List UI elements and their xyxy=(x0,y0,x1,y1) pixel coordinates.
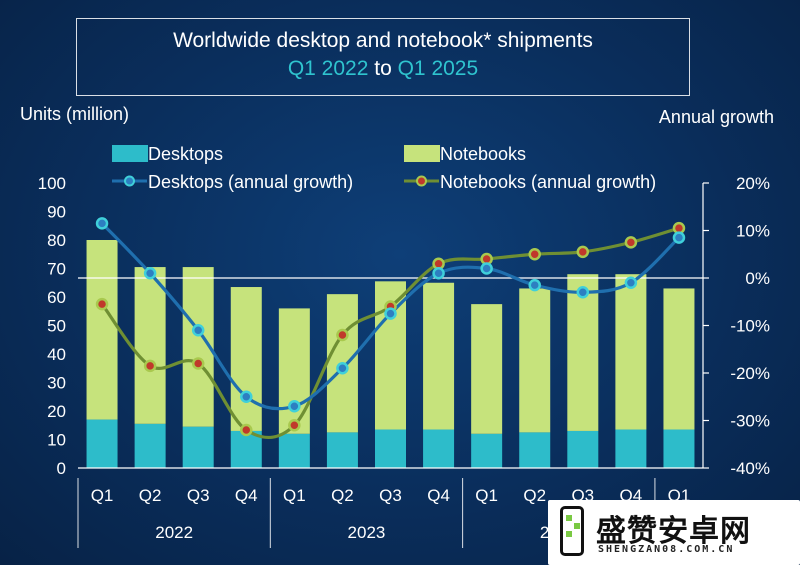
y-tick-left: 40 xyxy=(47,345,66,364)
notebooks-growth-point xyxy=(576,245,590,259)
notebooks-bar xyxy=(134,267,166,424)
y-tick-left: 20 xyxy=(47,402,66,421)
subtitle-end: Q1 2025 xyxy=(397,57,479,80)
desktops-growth-point xyxy=(384,307,397,320)
x-tick-label: Q2 xyxy=(331,486,354,505)
notebooks-bar xyxy=(230,287,262,431)
notebooks-bar xyxy=(615,274,647,430)
y-tick-left: 70 xyxy=(47,260,66,279)
legend-marker-desktops-growth xyxy=(124,175,135,187)
desktops-bar xyxy=(182,426,214,468)
x-tick-label: Q4 xyxy=(427,486,450,505)
desktops-growth-point xyxy=(191,324,205,337)
desktops-bar xyxy=(663,429,695,468)
notebooks-bar xyxy=(471,304,503,434)
y-axis-left-title: Units (million) xyxy=(20,104,130,124)
y-tick-left: 60 xyxy=(47,288,66,307)
watermark-logo: 盛赞安卓网 SHENGZAN08.COM.CN xyxy=(548,500,800,565)
y-axis-right-title: Annual growth xyxy=(658,107,774,127)
desktops-bar xyxy=(134,423,166,468)
notebooks-growth-point xyxy=(288,419,301,432)
y-tick-right: -30% xyxy=(730,412,770,431)
y-tick-left: 80 xyxy=(47,231,66,250)
chart-title-box: Worldwide desktop and notebook* shipment… xyxy=(76,18,690,96)
notebooks-bar xyxy=(86,240,118,420)
desktops-bar xyxy=(375,429,406,468)
desktops-growth-point xyxy=(480,262,493,275)
notebooks-growth-point xyxy=(624,236,638,249)
notebooks-bar xyxy=(663,288,695,430)
desktops-bar xyxy=(615,429,647,468)
notebooks-bar xyxy=(278,308,310,434)
notebooks-growth-point xyxy=(336,328,349,342)
legend-label-desktops: Desktops xyxy=(148,144,223,164)
x-tick-label: Q4 xyxy=(235,486,258,505)
y-tick-left: 10 xyxy=(47,431,66,450)
y-tick-right: 20% xyxy=(736,174,770,193)
x-tick-label: Q2 xyxy=(523,486,546,505)
desktops-growth-point xyxy=(624,276,638,289)
watermark-name: 盛赞安卓网 xyxy=(596,514,751,549)
desktops-bar xyxy=(519,432,551,468)
desktops-growth-point xyxy=(143,267,157,280)
notebooks-bar xyxy=(519,288,551,433)
x-tick-label: Q3 xyxy=(379,486,402,505)
chart-subtitle: Q1 2022 to Q1 2025 xyxy=(77,57,689,81)
notebooks-bar xyxy=(567,274,599,431)
legend-swatch-notebooks xyxy=(404,145,440,162)
y-tick-right: -40% xyxy=(730,459,770,478)
desktops-growth-point xyxy=(336,362,349,375)
x-tick-label: Q2 xyxy=(139,486,162,505)
desktops-growth-point xyxy=(240,390,253,403)
y-tick-right: -20% xyxy=(730,364,770,383)
desktops-bar xyxy=(230,430,262,468)
notebooks-growth-point xyxy=(240,423,253,437)
notebooks-bar xyxy=(423,282,455,430)
legend-label-notebooks-growth: Notebooks (annual growth) xyxy=(440,172,656,192)
legend-marker-notebooks-growth xyxy=(416,175,427,187)
x-tick-label: Q1 xyxy=(283,486,306,505)
y-tick-left: 100 xyxy=(38,174,66,193)
phone-icon xyxy=(560,506,584,556)
desktops-growth-point xyxy=(95,217,109,230)
x-tick-label: Q3 xyxy=(187,486,210,505)
desktops-bar xyxy=(278,433,310,468)
x-tick-label: Q1 xyxy=(475,486,498,505)
year-label: 2023 xyxy=(348,523,386,542)
y-tick-left: 50 xyxy=(47,317,66,336)
desktops-growth-point xyxy=(528,278,541,292)
subtitle-start: Q1 2022 xyxy=(287,57,369,80)
notebooks-growth-point xyxy=(95,297,109,311)
y-tick-right: 10% xyxy=(736,222,770,241)
desktops-bar xyxy=(567,430,599,468)
notebooks-growth-point xyxy=(528,248,541,261)
desktops-growth-point xyxy=(288,400,301,413)
desktops-growth-point xyxy=(672,231,686,244)
watermark-url: SHENGZAN08.COM.CN xyxy=(598,544,735,555)
year-label: 2022 xyxy=(155,523,193,542)
chart-title: Worldwide desktop and notebook* shipment… xyxy=(173,29,593,52)
y-tick-left: 0 xyxy=(57,459,66,478)
x-tick-label: Q1 xyxy=(91,486,114,505)
y-tick-left: 90 xyxy=(47,203,66,222)
desktops-growth-point xyxy=(432,267,445,280)
desktops-bar xyxy=(86,419,118,468)
notebooks-growth-point xyxy=(191,357,205,370)
y-tick-right: 0% xyxy=(745,269,770,288)
legend-label-notebooks: Notebooks xyxy=(440,144,526,164)
desktops-bar xyxy=(423,429,455,468)
y-tick-right: -10% xyxy=(730,317,770,336)
desktops-bar xyxy=(471,433,503,468)
y-tick-left: 30 xyxy=(47,374,66,393)
subtitle-mid: to xyxy=(374,57,392,80)
desktops-bar xyxy=(326,432,358,468)
legend-label-desktops-growth: Desktops (annual growth) xyxy=(148,172,353,192)
legend-swatch-desktops xyxy=(112,145,148,162)
notebooks-growth-point xyxy=(143,359,157,373)
desktops-growth-point xyxy=(576,286,590,299)
